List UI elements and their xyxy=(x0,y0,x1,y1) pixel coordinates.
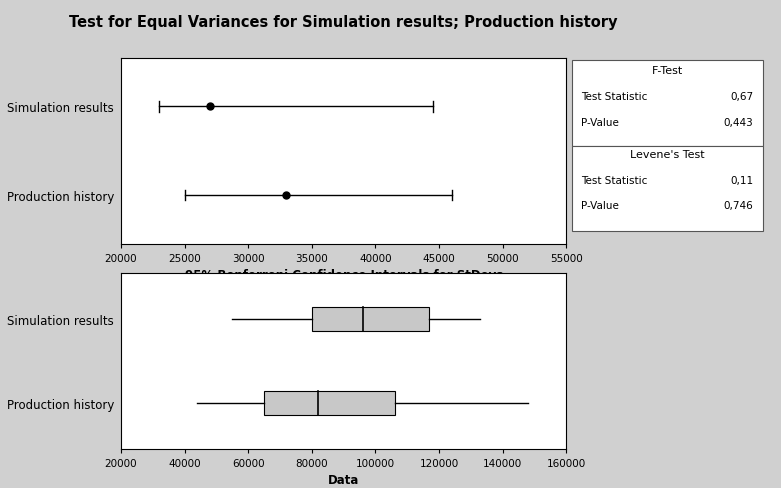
Text: P-Value: P-Value xyxy=(581,118,619,127)
Text: P-Value: P-Value xyxy=(581,201,619,211)
Bar xyxy=(312,307,430,331)
Bar xyxy=(264,391,394,415)
Text: Test for Equal Variances for Simulation results; Production history: Test for Equal Variances for Simulation … xyxy=(70,15,618,30)
Text: 0,11: 0,11 xyxy=(730,176,754,185)
Bar xyxy=(572,61,763,146)
Text: Test Statistic: Test Statistic xyxy=(581,92,647,102)
Text: Levene's Test: Levene's Test xyxy=(630,150,704,160)
Text: 0,746: 0,746 xyxy=(724,201,754,211)
Text: F-Test: F-Test xyxy=(651,66,683,76)
Text: Test Statistic: Test Statistic xyxy=(581,176,647,185)
X-axis label: 95% Bonferroni Confidence Intervals for StDevs: 95% Bonferroni Confidence Intervals for … xyxy=(184,268,503,282)
Bar xyxy=(572,146,763,232)
X-axis label: Data: Data xyxy=(328,473,359,487)
Text: 0,67: 0,67 xyxy=(730,92,754,102)
Text: 0,443: 0,443 xyxy=(724,118,754,127)
